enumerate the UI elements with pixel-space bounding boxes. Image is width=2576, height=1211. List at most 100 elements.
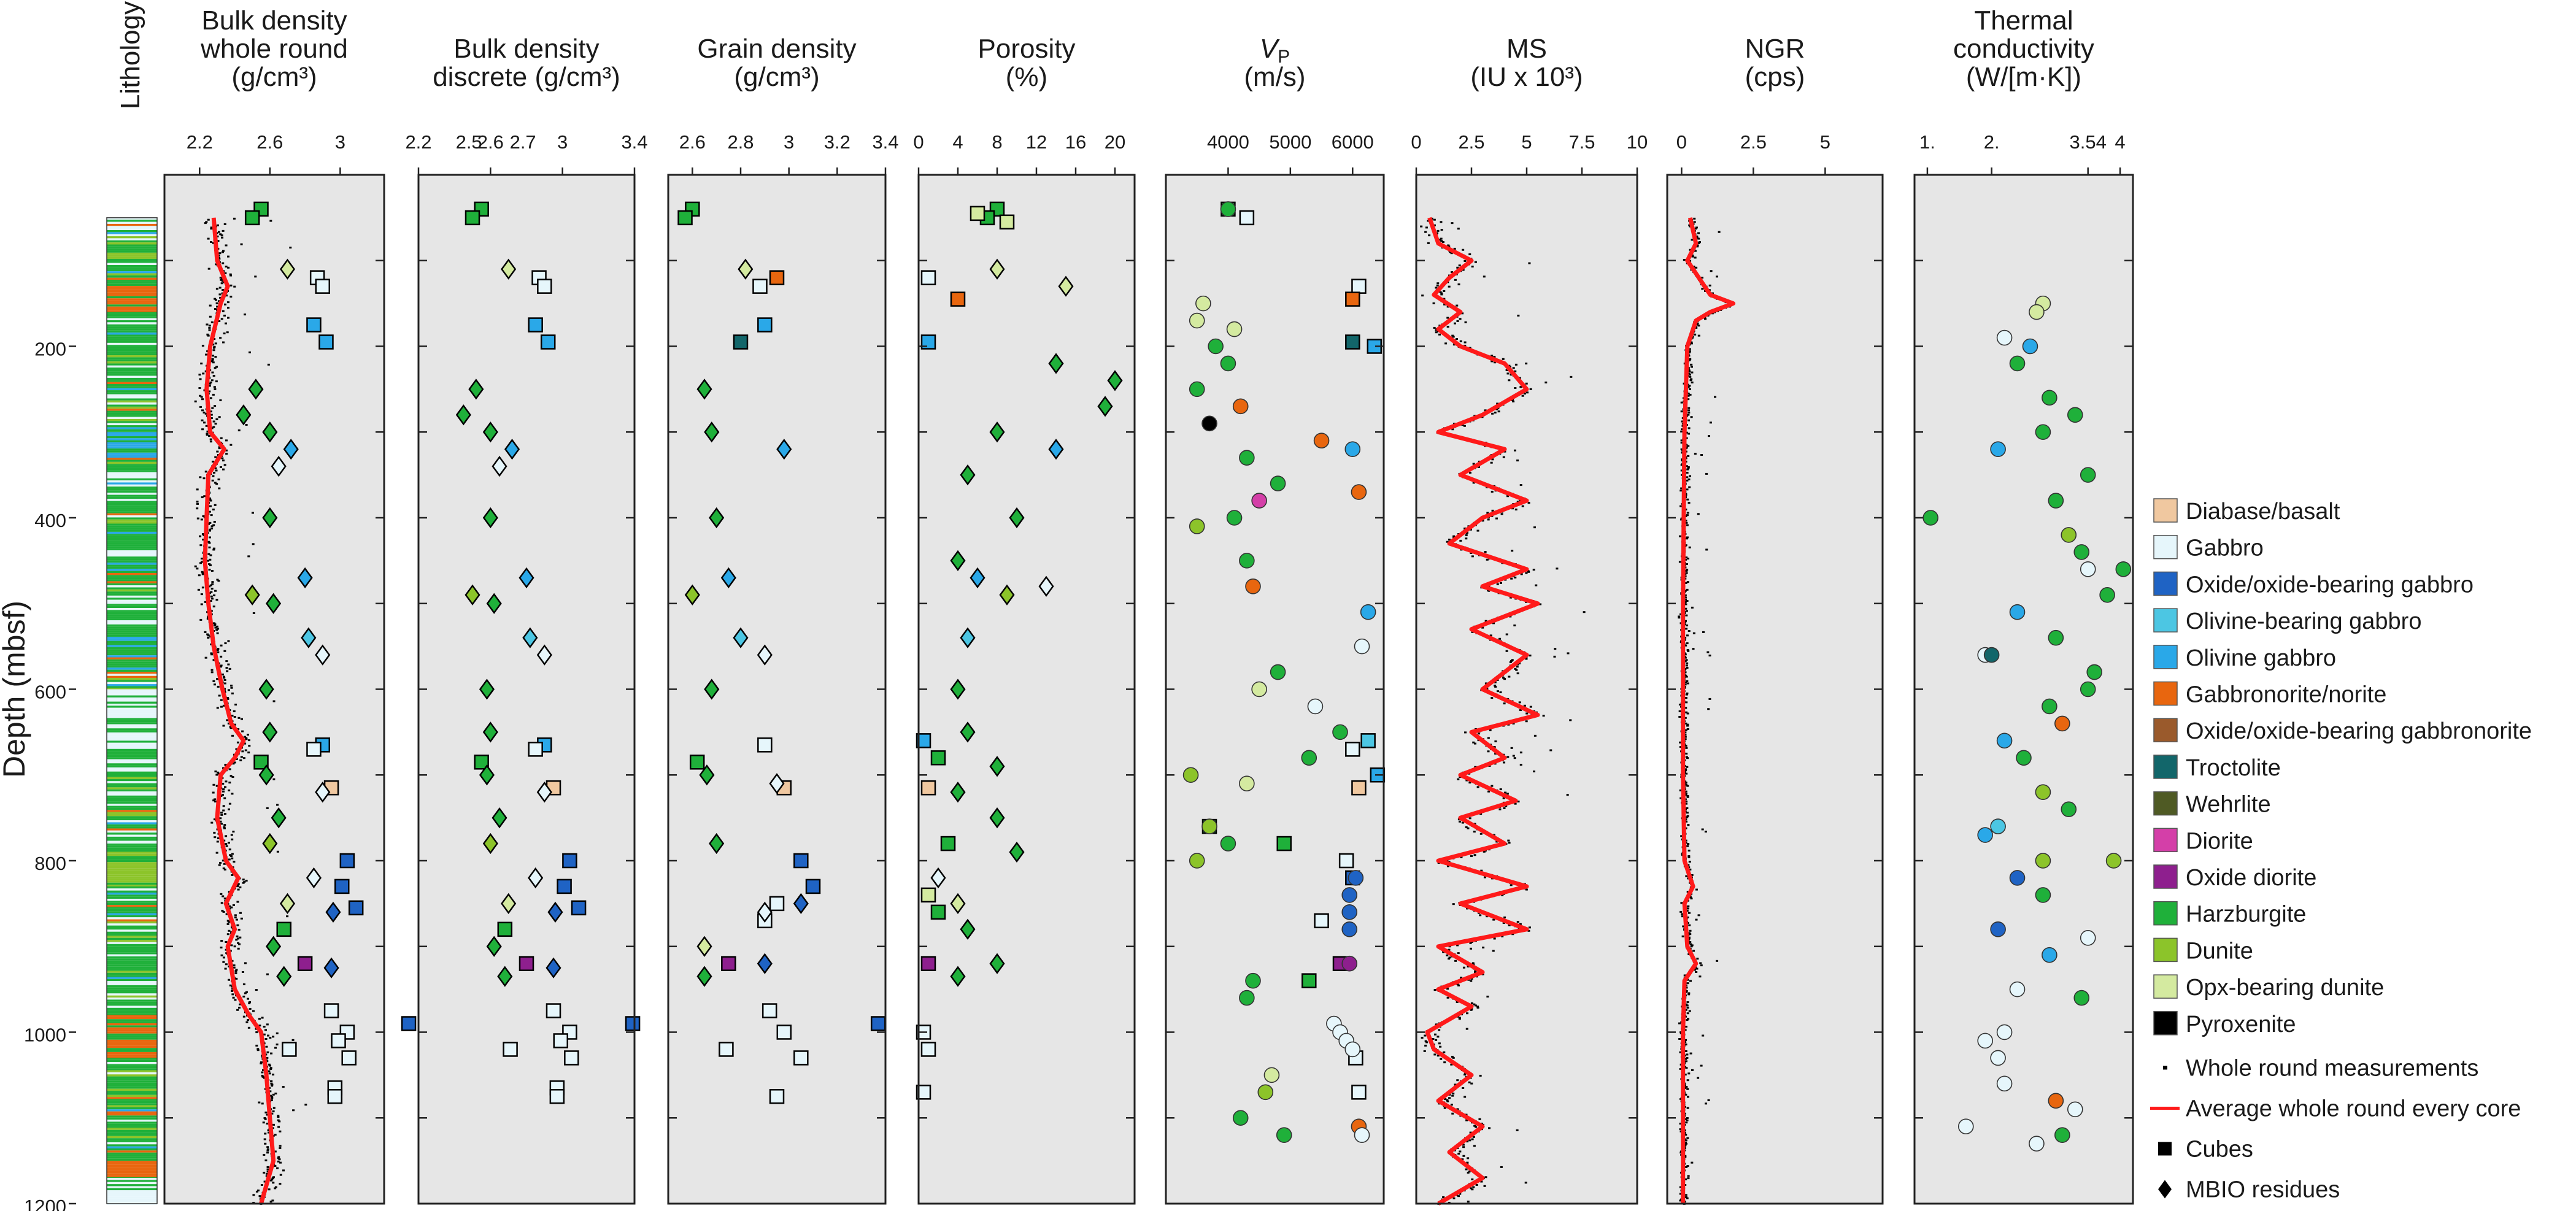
- lithology-band: [107, 1078, 157, 1081]
- lithology-band: [107, 1094, 157, 1098]
- whole-round-dot: [216, 224, 219, 226]
- lithology-band: [107, 1045, 157, 1048]
- lithology-band: [107, 759, 157, 761]
- whole-round-dot: [220, 318, 223, 320]
- whole-round-dot: [217, 685, 220, 688]
- lithology-band: [107, 671, 157, 674]
- lithology-band: [107, 963, 157, 965]
- whole-round-dot: [1685, 820, 1688, 823]
- lithology-band: [107, 348, 157, 352]
- whole-round-dot: [240, 756, 243, 758]
- whole-round-dot: [1448, 539, 1451, 541]
- whole-round-dot: [1490, 490, 1494, 493]
- circle-marker: [1239, 450, 1255, 466]
- whole-round-dot: [1678, 1038, 1681, 1040]
- whole-round-dot: [209, 315, 212, 318]
- whole-round-dot: [1679, 1199, 1682, 1202]
- whole-round-dot: [1443, 303, 1446, 306]
- lithology-band: [107, 1107, 157, 1110]
- lithology-band: [107, 546, 157, 548]
- whole-round-dot: [237, 943, 241, 945]
- whole-round-dot: [228, 929, 231, 932]
- whole-round-dot: [201, 419, 204, 421]
- lithology-band: [107, 1093, 157, 1095]
- circle-marker: [2029, 1136, 2045, 1151]
- whole-round-dot: [222, 805, 225, 807]
- circle-marker: [1220, 836, 1236, 852]
- whole-round-dot: [1684, 1039, 1687, 1041]
- whole-round-dot: [214, 405, 217, 407]
- lithology-band: [107, 523, 157, 526]
- whole-round-dot: [1527, 502, 1530, 504]
- whole-round-dot: [271, 1083, 274, 1086]
- residue-marker: [1038, 575, 1054, 597]
- whole-round-dot: [1695, 971, 1698, 973]
- whole-round-dot: [1469, 1131, 1472, 1134]
- legend-label: Diorite: [2186, 828, 2253, 854]
- whole-round-dot: [204, 471, 207, 473]
- lithology-band: [107, 812, 157, 814]
- whole-round-dot: [201, 496, 204, 499]
- whole-round-dot: [219, 337, 222, 339]
- whole-round-dot: [1553, 655, 1556, 658]
- whole-round-dot: [199, 544, 202, 547]
- whole-round-dot: [1703, 317, 1706, 319]
- lithology-band: [107, 834, 157, 837]
- whole-round-dot: [1696, 322, 1699, 325]
- lithology-band: [107, 432, 157, 434]
- lithology-band: [107, 595, 157, 598]
- x-tick-label: 0: [913, 131, 924, 153]
- whole-round-dot: [216, 235, 219, 237]
- circle-marker: [2073, 544, 2090, 560]
- lithology-band: [107, 989, 157, 991]
- whole-round-dot: [210, 413, 213, 416]
- lithology-band: [107, 536, 157, 538]
- whole-round-dot: [1714, 396, 1717, 398]
- whole-round-dot: [1452, 1056, 1455, 1059]
- lithology-band: [107, 1070, 157, 1072]
- lithology-band: [107, 478, 157, 481]
- whole-round-dot: [1467, 1172, 1470, 1174]
- circle-marker: [1990, 921, 2006, 937]
- whole-round-dot: [225, 244, 228, 247]
- lithology-band: [107, 1194, 157, 1197]
- whole-round-dot: [208, 529, 211, 532]
- cube-marker: [793, 1050, 809, 1066]
- cube-marker: [341, 1050, 357, 1066]
- whole-round-dot: [1461, 821, 1464, 824]
- lithology-band: [107, 995, 157, 998]
- whole-round-dot: [225, 322, 228, 325]
- lithology-band: [107, 798, 157, 800]
- lithology-band: [107, 1064, 157, 1066]
- whole-round-dot: [1436, 232, 1439, 234]
- whole-round-dot: [222, 788, 225, 791]
- whole-round-dot: [1494, 411, 1497, 413]
- whole-round-dot: [200, 363, 203, 365]
- whole-round-dot: [1684, 544, 1687, 547]
- lithology-band: [107, 911, 157, 913]
- whole-round-dot: [196, 502, 199, 505]
- whole-round-dot: [1688, 348, 1691, 350]
- lithology-band: [107, 669, 157, 672]
- lithology-band: [107, 1161, 157, 1163]
- whole-round-dot: [1460, 977, 1463, 979]
- lithology-band: [107, 948, 157, 950]
- lithology-band: [107, 275, 157, 278]
- circle-marker: [1239, 553, 1255, 569]
- lithology-band: [107, 787, 157, 790]
- whole-round-dot: [206, 430, 209, 433]
- residue-marker: [547, 901, 563, 923]
- residue-marker: [504, 439, 520, 460]
- whole-round-dot: [256, 1049, 260, 1051]
- lithology-band: [107, 476, 157, 479]
- whole-round-dot: [1461, 312, 1464, 315]
- lithology-band: [107, 316, 157, 318]
- lithology-band: [107, 1103, 157, 1105]
- lithology-band: [107, 720, 157, 723]
- whole-round-dot: [1503, 678, 1506, 680]
- whole-round-dot: [1567, 652, 1570, 655]
- whole-round-dot: [1510, 747, 1513, 749]
- whole-round-dot: [225, 843, 228, 845]
- whole-round-dot: [1684, 1044, 1687, 1046]
- whole-round-dot: [1684, 745, 1687, 747]
